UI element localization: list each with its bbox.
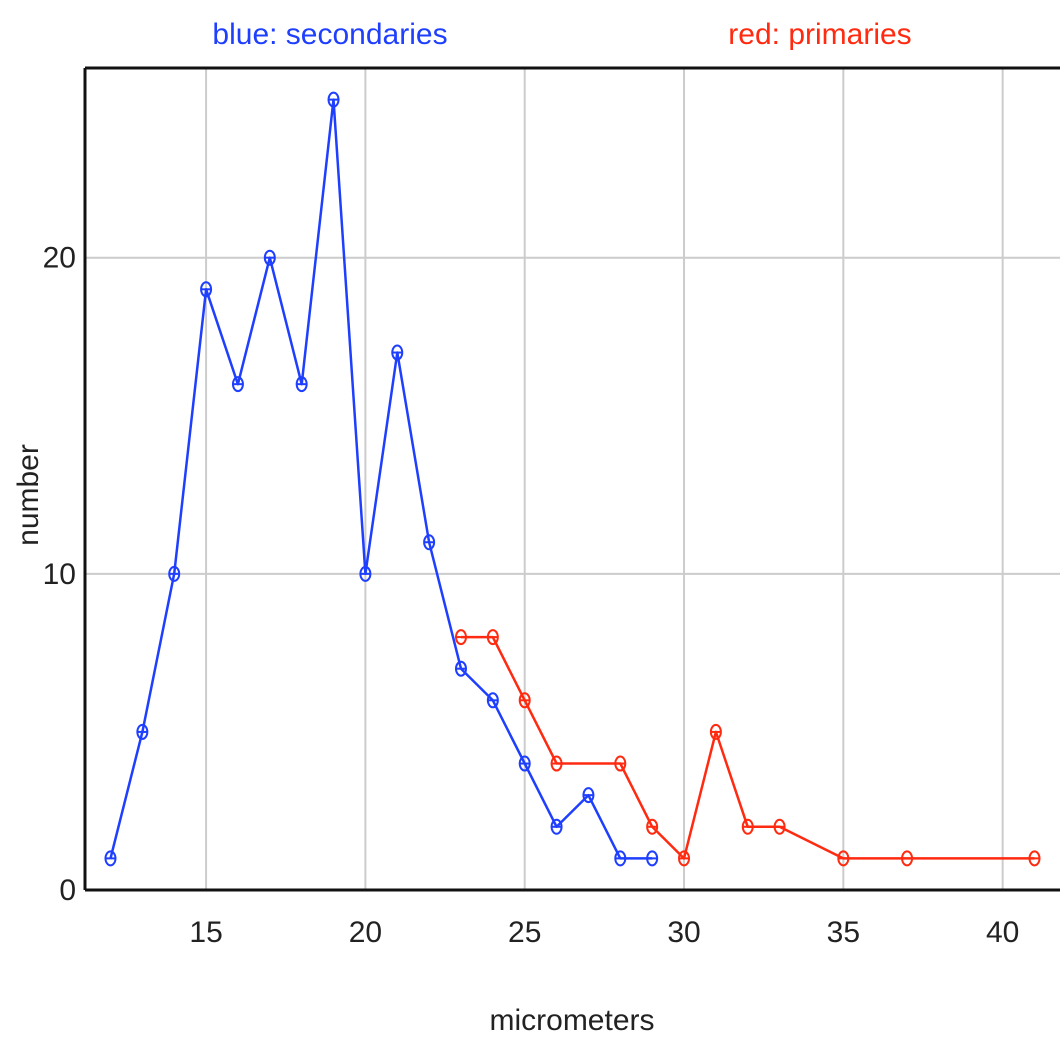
x-tick-label: 40 <box>986 916 1019 949</box>
x-tick-label: 15 <box>189 916 222 949</box>
y-tick-label: 20 <box>43 242 76 275</box>
x-tick-label: 20 <box>349 916 382 949</box>
x-tick-label: 35 <box>827 916 860 949</box>
x-axis-label: micrometers <box>489 1004 654 1037</box>
legend-entry: blue: secondaries <box>212 18 447 51</box>
y-tick-label: 0 <box>59 874 76 907</box>
legend-entry: red: primaries <box>728 18 911 51</box>
x-tick-label: 30 <box>667 916 700 949</box>
series-line <box>109 98 653 860</box>
y-axis-label: number <box>12 444 45 546</box>
y-tick-label: 10 <box>43 558 76 591</box>
x-tick-label: 25 <box>508 916 541 949</box>
plot-area <box>85 68 1060 890</box>
